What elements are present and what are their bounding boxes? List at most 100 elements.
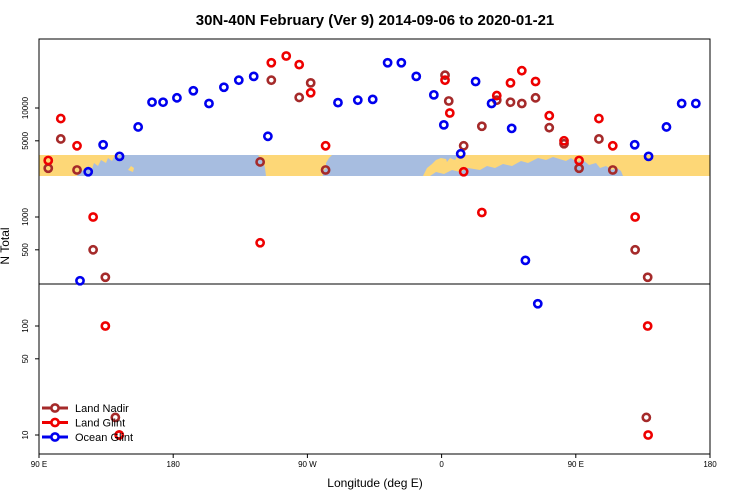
point-land-nadir bbox=[630, 244, 641, 255]
point-ocean-glint bbox=[382, 57, 393, 68]
point-ocean-glint bbox=[411, 71, 422, 82]
point-land-glint bbox=[574, 155, 584, 166]
series-ocean-glint bbox=[75, 57, 701, 309]
point-land-glint bbox=[516, 65, 527, 76]
point-ocean-glint bbox=[661, 122, 672, 132]
point-ocean-glint bbox=[643, 151, 654, 162]
point-ocean-glint bbox=[438, 119, 449, 130]
point-ocean-glint bbox=[98, 139, 109, 150]
point-land-nadir bbox=[458, 140, 469, 151]
point-land-glint bbox=[476, 207, 487, 218]
land-japan bbox=[128, 166, 134, 172]
point-ocean-glint bbox=[75, 275, 85, 286]
point-land-glint bbox=[643, 430, 654, 440]
point-land-nadir bbox=[476, 121, 487, 132]
point-land-glint bbox=[305, 87, 316, 98]
point-ocean-glint bbox=[470, 76, 481, 87]
point-land-glint bbox=[114, 430, 125, 440]
point-land-glint bbox=[266, 57, 277, 68]
point-land-glint bbox=[607, 140, 618, 151]
point-land-glint bbox=[491, 90, 502, 101]
land-med-africa bbox=[423, 155, 710, 176]
legend: Land Nadir Land Glint Ocean Glint bbox=[42, 403, 133, 444]
map-ocean bbox=[39, 155, 710, 176]
point-land-nadir bbox=[607, 165, 618, 175]
y-tick-label: 1000 bbox=[21, 208, 30, 226]
point-land-nadir bbox=[443, 96, 454, 106]
point-ocean-glint bbox=[532, 298, 543, 309]
point-ocean-glint bbox=[147, 97, 157, 108]
legend-marker-land-nadir bbox=[50, 403, 60, 413]
point-ocean-glint bbox=[506, 123, 517, 134]
y-tick-label: 50 bbox=[21, 354, 30, 363]
point-land-nadir bbox=[55, 134, 66, 144]
point-land-nadir bbox=[266, 75, 277, 86]
point-ocean-glint bbox=[204, 98, 214, 109]
data-points bbox=[43, 51, 701, 440]
point-land-glint bbox=[458, 166, 469, 177]
y-tick-label: 10 bbox=[21, 430, 30, 439]
point-ocean-glint bbox=[188, 85, 199, 96]
point-ocean-glint bbox=[428, 89, 439, 100]
land-north-america bbox=[258, 155, 332, 176]
point-land-nadir bbox=[505, 97, 516, 108]
point-ocean-glint bbox=[690, 98, 701, 109]
legend-label-land-nadir: Land Nadir bbox=[75, 403, 129, 415]
point-land-nadir bbox=[255, 157, 266, 167]
point-land-glint bbox=[642, 321, 653, 331]
point-ocean-glint bbox=[396, 57, 407, 68]
point-ocean-glint bbox=[233, 75, 244, 86]
point-land-nadir bbox=[440, 70, 450, 81]
x-tick-label: 180 bbox=[167, 460, 181, 469]
point-land-glint bbox=[530, 76, 541, 87]
y-tick-label: 500 bbox=[21, 243, 30, 257]
point-ocean-glint bbox=[83, 166, 94, 177]
point-land-glint bbox=[505, 77, 516, 88]
point-ocean-glint bbox=[114, 151, 125, 162]
point-land-glint bbox=[444, 108, 455, 118]
point-ocean-glint bbox=[158, 97, 168, 108]
plot-frame bbox=[38, 38, 711, 455]
point-land-glint bbox=[55, 113, 66, 124]
point-land-nadir bbox=[320, 165, 331, 175]
point-land-glint bbox=[72, 140, 82, 151]
point-ocean-glint bbox=[133, 122, 144, 132]
point-ocean-glint bbox=[352, 95, 363, 106]
point-land-glint bbox=[281, 51, 292, 61]
y-tick-label: 100 bbox=[21, 319, 30, 333]
point-land-glint bbox=[100, 321, 111, 331]
y-tick-label: 10000 bbox=[21, 96, 30, 119]
point-ocean-glint bbox=[676, 98, 687, 109]
point-land-glint bbox=[594, 113, 604, 124]
point-ocean-glint bbox=[172, 92, 182, 103]
point-land-nadir bbox=[642, 272, 653, 283]
point-land-glint bbox=[440, 75, 450, 86]
chart-title: 30N-40N February (Ver 9) 2014-09-06 to 2… bbox=[196, 12, 555, 29]
point-ocean-glint bbox=[629, 139, 640, 150]
point-land-glint bbox=[88, 212, 99, 222]
land-italy bbox=[480, 158, 489, 166]
point-land-glint bbox=[320, 140, 331, 151]
x-tick-label: 0 bbox=[439, 460, 444, 469]
map-strip bbox=[39, 155, 710, 176]
point-land-nadir bbox=[88, 244, 99, 255]
point-land-nadir bbox=[305, 77, 316, 88]
point-ocean-glint bbox=[520, 255, 531, 266]
point-ocean-glint bbox=[262, 131, 273, 142]
x-tick-label: 90 E bbox=[568, 460, 584, 469]
point-ocean-glint bbox=[248, 71, 259, 82]
point-land-nadir bbox=[530, 92, 541, 103]
legend-marker-ocean-glint bbox=[50, 432, 60, 442]
point-ocean-glint bbox=[333, 97, 343, 108]
legend-label-ocean-glint: Ocean Glint bbox=[75, 432, 133, 444]
x-tick-label: 180 bbox=[703, 460, 717, 469]
x-axis-label: Longitude (deg E) bbox=[327, 476, 422, 490]
point-ocean-glint bbox=[218, 82, 229, 93]
point-land-glint bbox=[559, 135, 569, 146]
point-land-glint bbox=[255, 237, 266, 248]
point-ocean-glint bbox=[455, 148, 466, 159]
point-land-nadir bbox=[544, 122, 555, 133]
point-land-nadir bbox=[516, 98, 527, 109]
x-axis: 90 E 180 90 W 0 90 E 180 bbox=[31, 454, 717, 469]
